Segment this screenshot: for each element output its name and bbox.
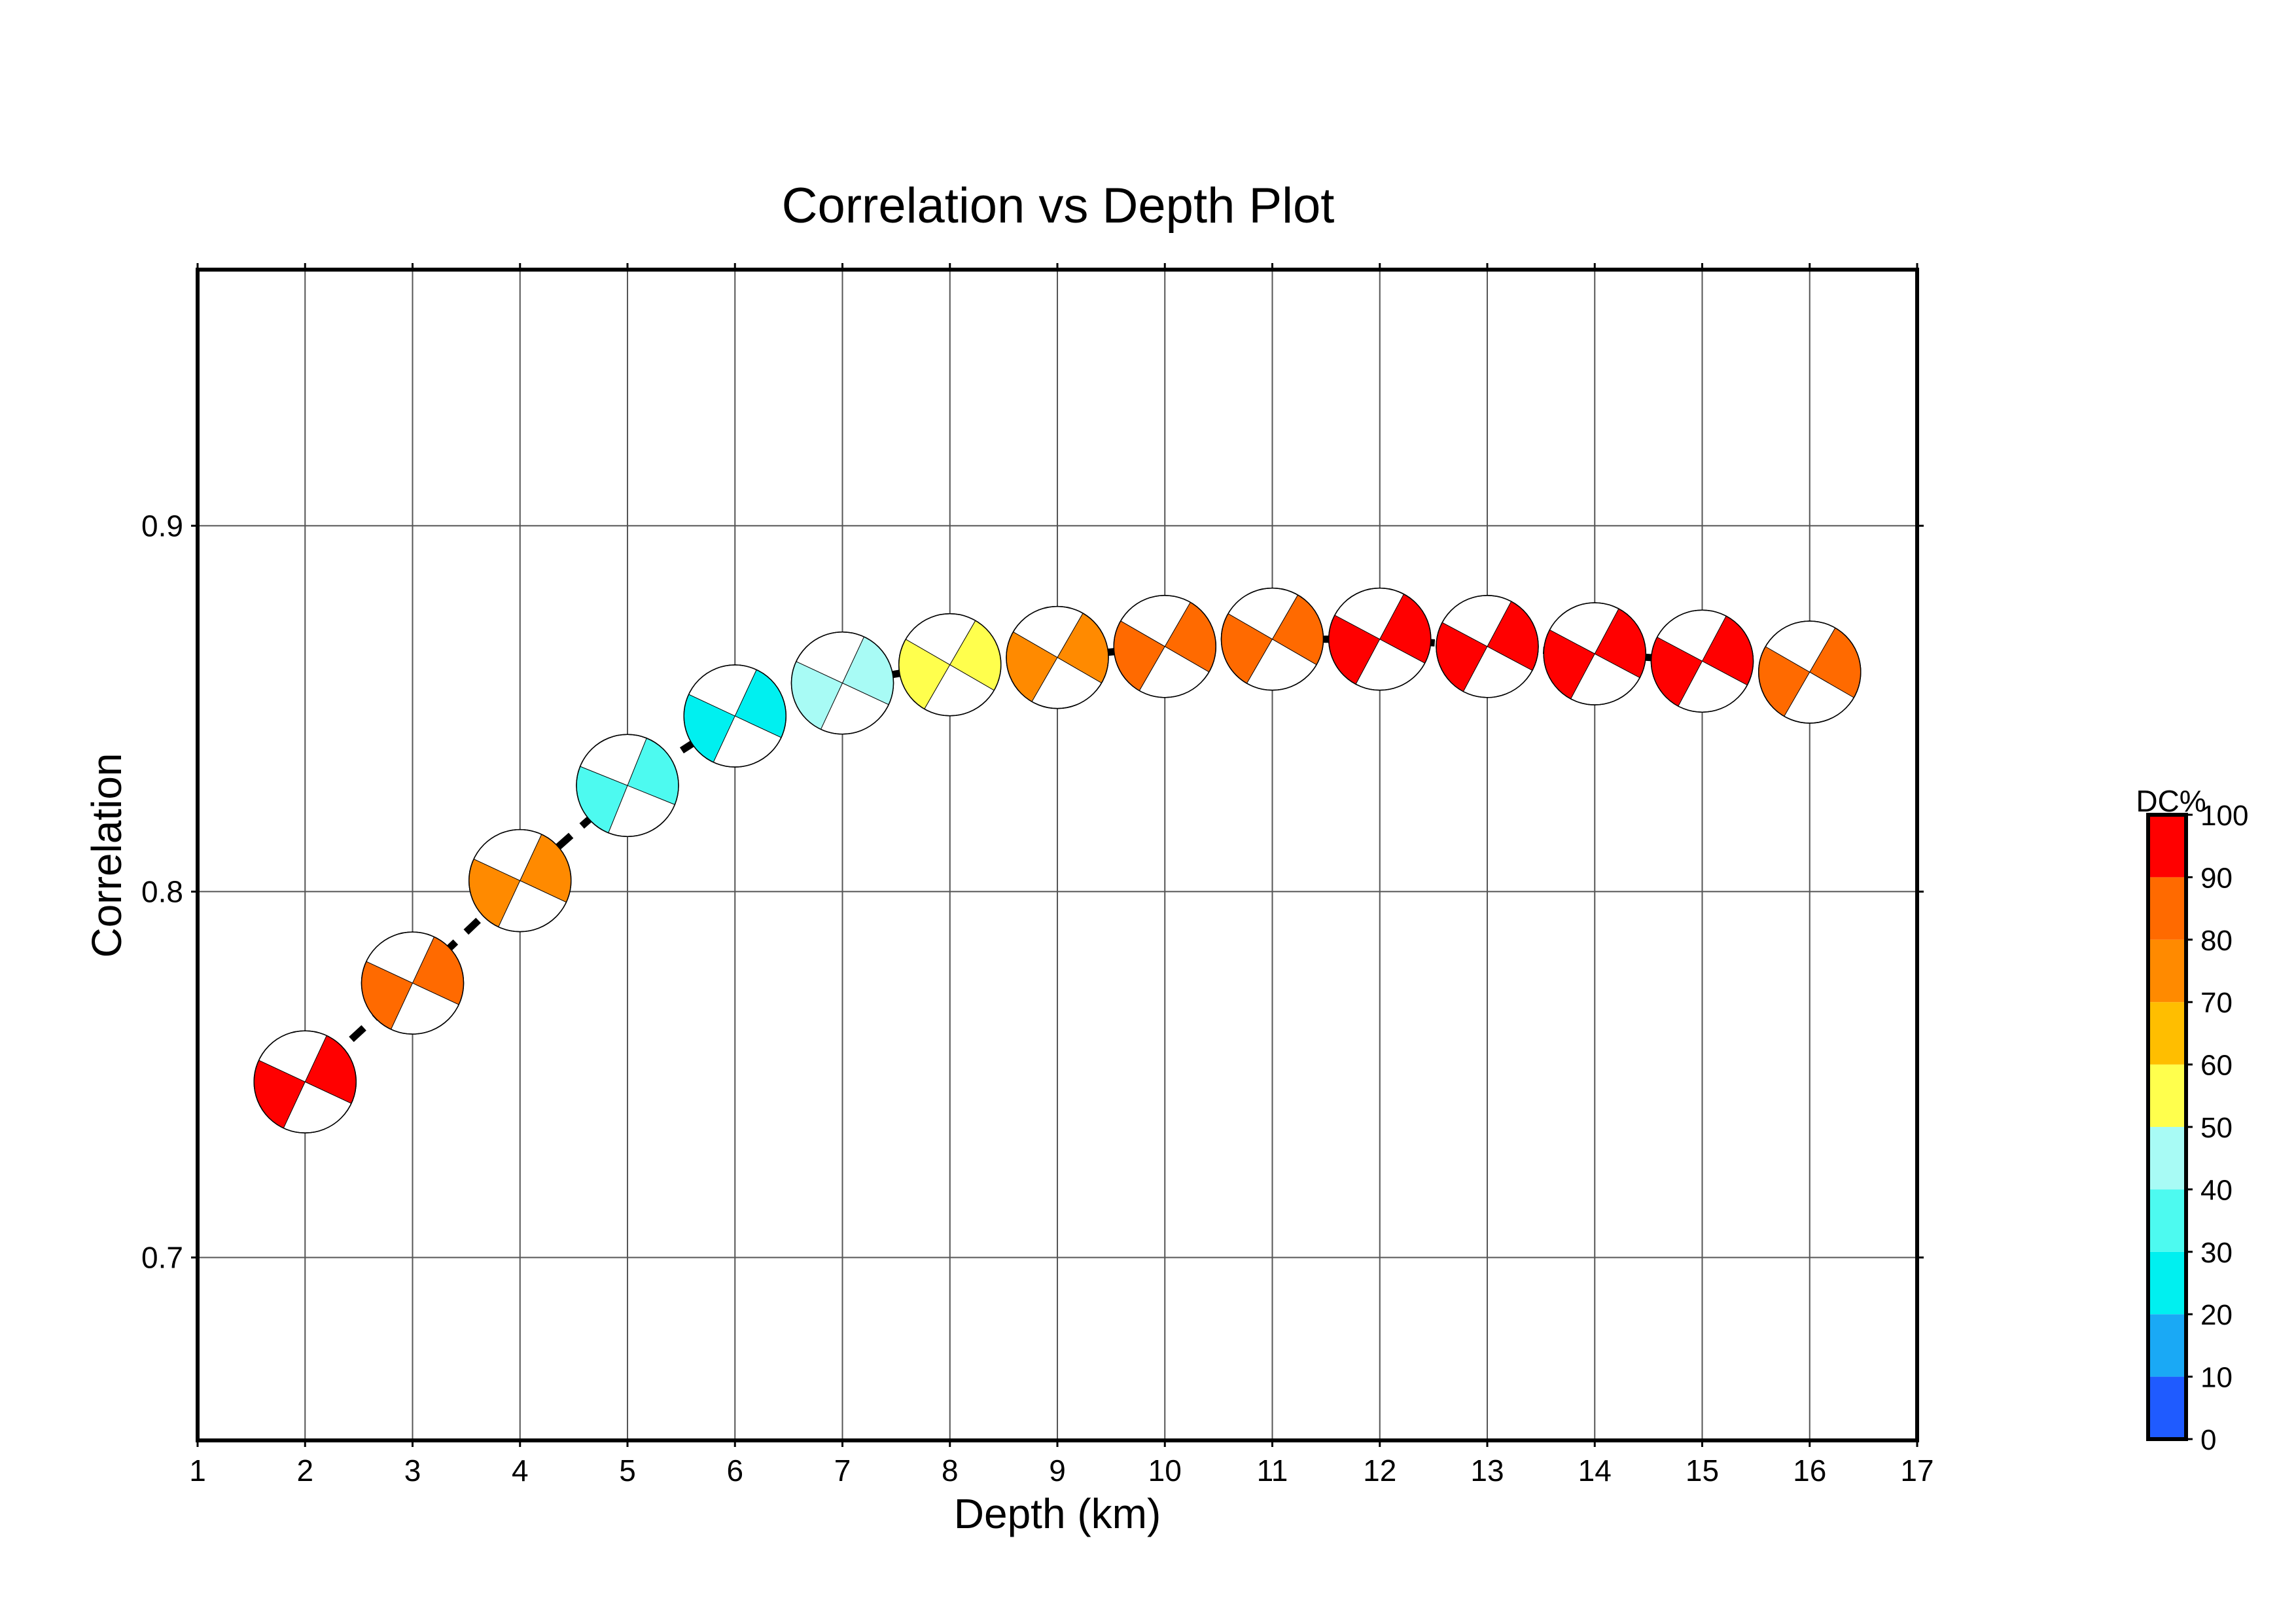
x-tick-label: 6 [726,1454,743,1488]
x-tick-label: 9 [1049,1454,1066,1488]
colorbar-tick-label: 90 [2200,862,2233,894]
x-tick-label: 17 [1900,1454,1934,1488]
beachball-border [361,931,465,1035]
focal-mechanism-beachball [1758,620,1862,724]
x-axis-ticks: 1 2 3 4 5 6 7 8 9 10 11 12 13 14 15 16 17 [189,263,1934,1488]
colorbar-segment [2148,815,2186,878]
colorbar-tick-label: 40 [2200,1174,2233,1206]
beachball-border [1006,605,1109,709]
colorbar-segment [2148,1251,2186,1315]
beachball-border [683,664,786,768]
colorbar-segment [2148,877,2186,940]
x-tick-label: 10 [1148,1454,1182,1488]
grid-layer [198,270,1917,1440]
beachball-border [576,734,679,838]
colorbar-segment [2148,1064,2186,1127]
y-axis-label: Correlation [83,753,130,957]
beachball-border [898,613,1002,717]
colorbar-tick-label: 30 [2200,1237,2233,1269]
focal-mechanism-beachball [898,613,1002,717]
y-tick-label: 0.7 [141,1240,183,1274]
y-axis-ticks: 0.7 0.8 0.9 [141,508,1924,1274]
x-tick-label: 12 [1363,1454,1396,1488]
focal-mechanism-beachball [253,1030,357,1133]
x-tick-label: 13 [1470,1454,1504,1488]
x-axis-label: Depth (km) [954,1490,1161,1537]
focal-mechanism-beachball [1006,605,1109,709]
colorbar-segment [2148,939,2186,1003]
y-tick-label: 0.8 [141,874,183,908]
colorbar-tick-label: 80 [2200,925,2233,957]
beachball-border [468,829,572,933]
focal-mechanism-beachball [1436,595,1539,698]
beachball-border [1650,609,1754,713]
beachball-border [1543,602,1646,705]
beachball-border [1220,587,1324,691]
focal-mechanism-beachball [790,631,894,735]
beachball-border [253,1030,357,1133]
colorbar-tick-label: 60 [2200,1050,2233,1082]
x-tick-label: 2 [296,1454,313,1488]
x-tick-label: 7 [834,1454,851,1488]
x-tick-label: 5 [619,1454,636,1488]
colorbar-tick-label: 70 [2200,987,2233,1019]
x-tick-label: 14 [1578,1454,1612,1488]
focal-mechanism-beachball [1328,587,1432,691]
beachball-border [1113,595,1216,698]
colorbar-tick-label: 50 [2200,1112,2233,1144]
colorbar-tick-label: 100 [2200,800,2248,832]
focal-mechanism-beachball [1543,602,1646,705]
x-tick-label: 8 [942,1454,959,1488]
focal-mechanism-beachball [1650,609,1754,713]
beachball-border [1328,587,1432,691]
chart-title: Correlation vs Depth Plot [782,178,1335,234]
colorbar-label: DC% [2136,784,2206,818]
focal-mechanism-beachball [576,734,679,838]
colorbar-segment [2148,1376,2186,1439]
x-tick-label: 3 [404,1454,421,1488]
focal-mechanism-beachball [468,829,572,933]
colorbar-segment [2148,1314,2186,1377]
beachball-border [1436,595,1539,698]
beachball-border [1758,620,1862,724]
colorbar-segment [2148,1002,2186,1065]
focal-mechanism-beachball [1220,587,1324,691]
colorbar-segment [2148,1127,2186,1190]
colorbar-tick-label: 0 [2200,1424,2216,1456]
beachball-border [790,631,894,735]
focal-mechanism-beachball [683,664,786,768]
x-tick-label: 15 [1686,1454,1719,1488]
x-tick-label: 11 [1257,1454,1288,1488]
beachball-layer [253,587,1862,1133]
x-tick-label: 1 [189,1454,206,1488]
dc-colorbar: 0 10 20 30 40 50 60 70 80 90 100 [2146,800,2248,1456]
x-tick-label: 4 [512,1454,529,1488]
y-tick-label: 0.9 [141,508,183,543]
focal-mechanism-beachball [361,931,465,1035]
focal-mechanism-beachball [1113,595,1216,698]
colorbar-tick-label: 10 [2200,1362,2233,1394]
x-tick-label: 16 [1793,1454,1826,1488]
colorbar-segment [2148,1189,2186,1252]
colorbar-tick-label: 20 [2200,1299,2233,1331]
